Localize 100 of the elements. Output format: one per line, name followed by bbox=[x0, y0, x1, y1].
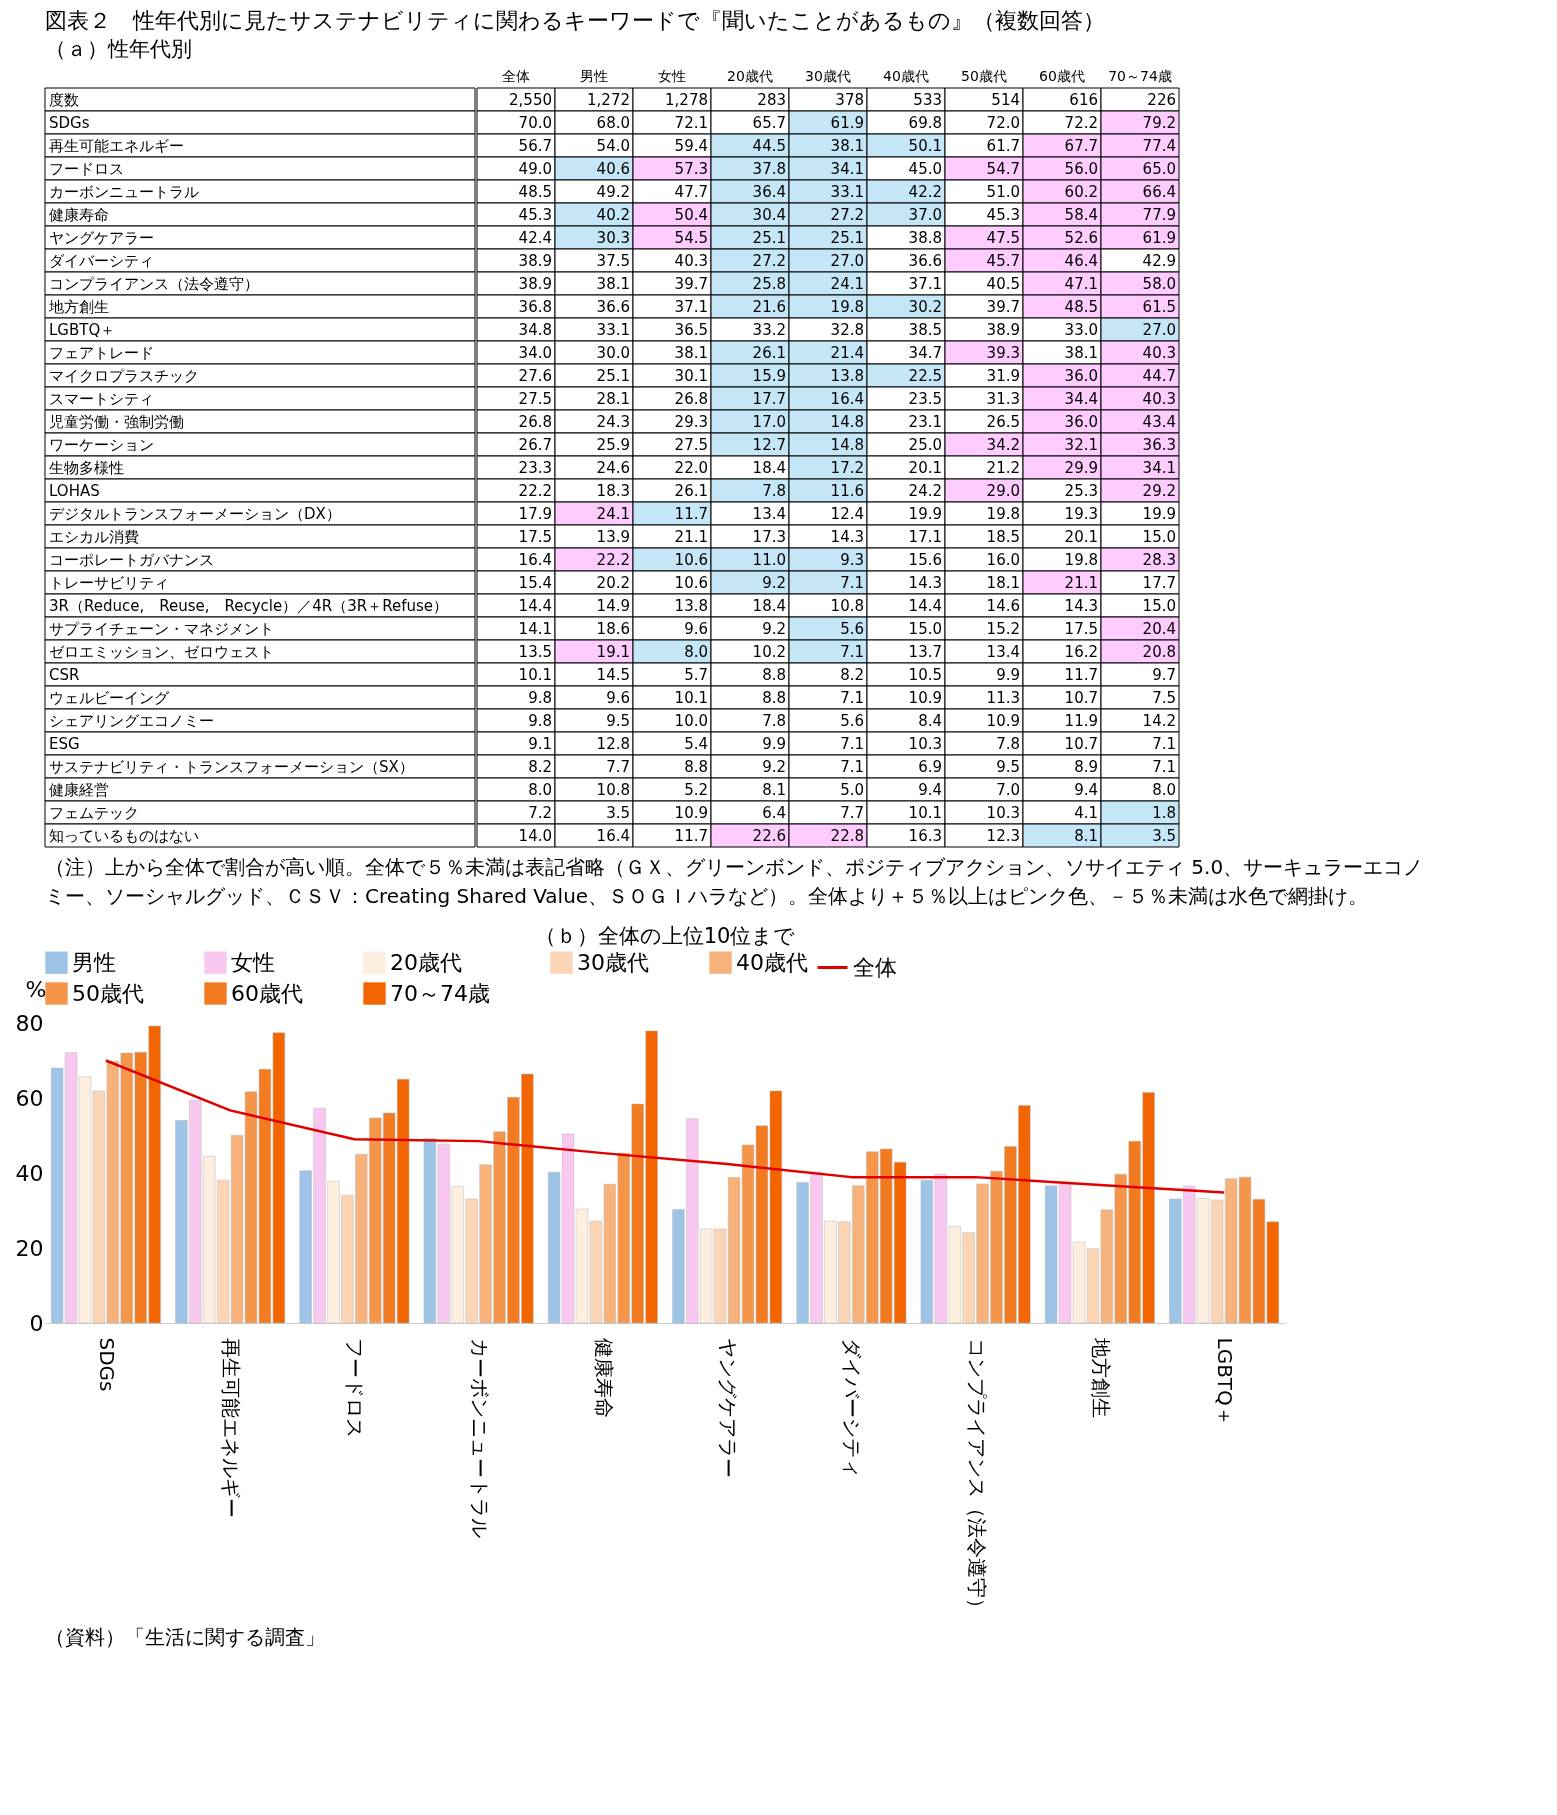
data-label: 1,272 bbox=[587, 90, 630, 109]
data-label: 10.6 bbox=[674, 573, 708, 592]
data-label: 48.5 bbox=[1064, 297, 1098, 316]
x-tick-label: LGBTQ＋ bbox=[1213, 1337, 1238, 1426]
data-label: 61.7 bbox=[986, 136, 1020, 155]
data-label: 38.9 bbox=[518, 251, 552, 270]
data-label: 40.5 bbox=[986, 274, 1020, 293]
data-label: 34.0 bbox=[518, 343, 552, 362]
data-label: 28.3 bbox=[1142, 550, 1176, 569]
data-label: 20.2 bbox=[596, 573, 630, 592]
legend-label: 全体 bbox=[853, 954, 897, 980]
data-label: 14.6 bbox=[986, 596, 1020, 615]
data-label: 37.1 bbox=[674, 297, 708, 316]
y-tick-label: 健康経営 bbox=[49, 780, 109, 799]
data-label: 23.5 bbox=[908, 389, 942, 408]
data-label: 54.0 bbox=[596, 136, 630, 155]
data-label: 26.1 bbox=[674, 481, 708, 500]
data-label: 25.1 bbox=[752, 228, 786, 247]
data-label: 21.4 bbox=[830, 343, 864, 362]
y-tick-label: 児童労働・強制労働 bbox=[49, 412, 184, 431]
data-label: 26.7 bbox=[518, 435, 552, 454]
data-label: 43.4 bbox=[1142, 412, 1176, 431]
data-label: 514 bbox=[991, 90, 1020, 109]
data-label: 32.8 bbox=[830, 320, 864, 339]
data-label: 14.4 bbox=[908, 596, 942, 615]
data-label: 61.5 bbox=[1142, 297, 1176, 316]
y-tick-label: ウェルビーイング bbox=[49, 688, 170, 707]
data-label: 9.4 bbox=[918, 780, 942, 799]
data-label: 7.1 bbox=[840, 734, 864, 753]
data-label: 18.3 bbox=[596, 481, 630, 500]
y-tick-label: CSR bbox=[49, 665, 80, 684]
y-tick-label: 60 bbox=[15, 1085, 44, 1111]
data-label: 13.4 bbox=[986, 642, 1020, 661]
data-label: 9.9 bbox=[996, 665, 1020, 684]
data-label: 15.2 bbox=[986, 619, 1020, 638]
data-label: 8.2 bbox=[528, 757, 552, 776]
data-label: 11.7 bbox=[674, 826, 708, 845]
data-label: 36.6 bbox=[908, 251, 942, 270]
data-label: 34.2 bbox=[986, 435, 1020, 454]
data-label: 7.8 bbox=[762, 711, 786, 730]
data-label: 17.1 bbox=[908, 527, 942, 546]
y-tick-label: シェアリングエコノミー bbox=[49, 711, 214, 730]
data-label: 11.9 bbox=[1064, 711, 1098, 730]
data-label: 57.3 bbox=[674, 159, 708, 178]
data-label: 9.5 bbox=[996, 757, 1020, 776]
data-label: 36.5 bbox=[674, 320, 708, 339]
data-label: 11.3 bbox=[986, 688, 1020, 707]
data-label: 13.5 bbox=[518, 642, 552, 661]
data-label: 9.1 bbox=[528, 734, 552, 753]
data-label: 30.1 bbox=[674, 366, 708, 385]
data-label: 20.1 bbox=[908, 458, 942, 477]
data-label: 34.4 bbox=[1064, 389, 1098, 408]
data-label: 59.4 bbox=[674, 136, 708, 155]
data-label: 15.0 bbox=[1142, 527, 1176, 546]
data-label: 58.4 bbox=[1064, 205, 1098, 224]
data-label: 12.4 bbox=[830, 504, 864, 523]
data-label: 9.6 bbox=[606, 688, 630, 707]
data-label: 18.4 bbox=[752, 596, 786, 615]
data-label: 18.1 bbox=[986, 573, 1020, 592]
data-label: 21.1 bbox=[1064, 573, 1098, 592]
data-label: 26.1 bbox=[752, 343, 786, 362]
data-label: 30.0 bbox=[596, 343, 630, 362]
data-label: 7.1 bbox=[1152, 757, 1176, 776]
legend-label: 女性 bbox=[231, 949, 275, 975]
data-label: 8.8 bbox=[762, 688, 786, 707]
data-label: 11.0 bbox=[752, 550, 786, 569]
y-tick-label: コンプライアンス（法令遵守） bbox=[49, 274, 259, 293]
y-tick-label: 80 bbox=[15, 1010, 44, 1036]
data-label: 6.9 bbox=[918, 757, 942, 776]
y-tick-label: ゼロエミッション、ゼロウェスト bbox=[49, 642, 274, 661]
data-label: 37.8 bbox=[752, 159, 786, 178]
data-label: 14.5 bbox=[596, 665, 630, 684]
data-label: 7.8 bbox=[762, 481, 786, 500]
y-tick-label: ESG bbox=[49, 734, 80, 753]
data-label: 3.5 bbox=[606, 803, 630, 822]
data-label: 7.8 bbox=[996, 734, 1020, 753]
data-label: 14.3 bbox=[908, 573, 942, 592]
data-label: 49.0 bbox=[518, 159, 552, 178]
data-label: 24.1 bbox=[830, 274, 864, 293]
data-label: 69.8 bbox=[908, 113, 942, 132]
data-label: 68.0 bbox=[596, 113, 630, 132]
data-label: 17.0 bbox=[752, 412, 786, 431]
data-label: 30.3 bbox=[596, 228, 630, 247]
data-label: 7.1 bbox=[840, 688, 864, 707]
data-label: 26.8 bbox=[674, 389, 708, 408]
data-label: 9.2 bbox=[762, 573, 786, 592]
data-label: 47.7 bbox=[674, 182, 708, 201]
data-label: 27.0 bbox=[830, 251, 864, 270]
data-label: 24.2 bbox=[908, 481, 942, 500]
data-label: 36.3 bbox=[1142, 435, 1176, 454]
data-label: 37.0 bbox=[908, 205, 942, 224]
data-label: 22.8 bbox=[830, 826, 864, 845]
data-label: 20.4 bbox=[1142, 619, 1176, 638]
data-label: 70.0 bbox=[518, 113, 552, 132]
data-label: 2,550 bbox=[509, 90, 552, 109]
data-label: 22.5 bbox=[908, 366, 942, 385]
data-label: 14.1 bbox=[518, 619, 552, 638]
y-tick-label: 生物多様性 bbox=[49, 458, 124, 477]
data-label: 21.1 bbox=[674, 527, 708, 546]
data-label: 12.8 bbox=[596, 734, 630, 753]
